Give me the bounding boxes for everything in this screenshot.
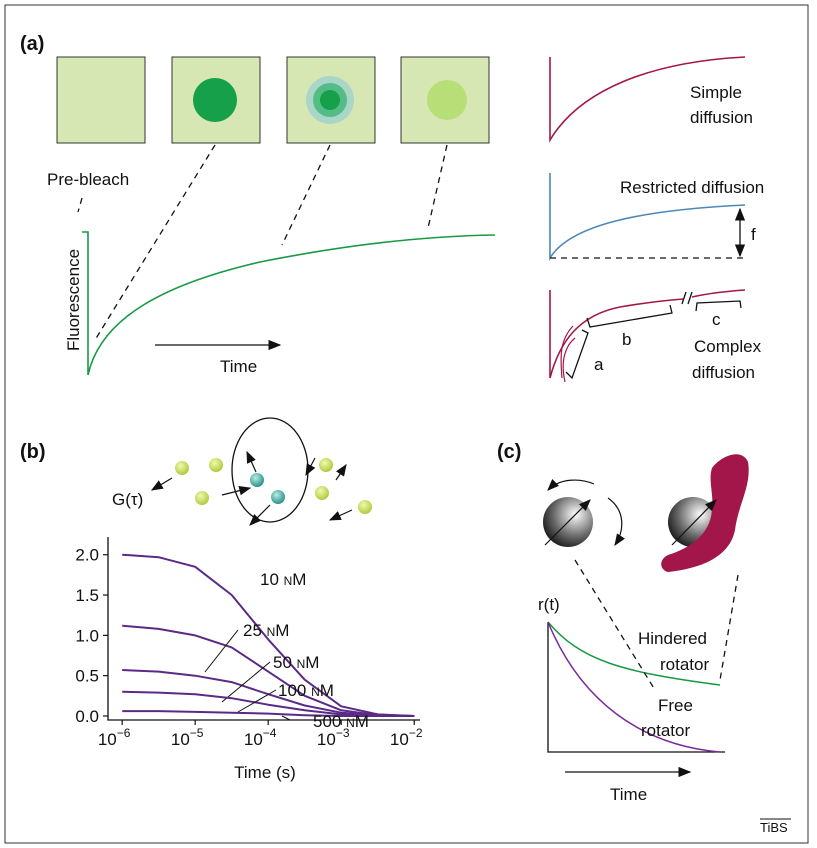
series-label: 50 nM — [273, 653, 319, 672]
figure: (a) Pre-bleach Fluorescence Time Simple … — [0, 0, 817, 848]
bleach-spot — [427, 80, 467, 120]
f-label: f — [751, 225, 756, 244]
series-label: 100 nM — [278, 681, 334, 700]
y-tick-label: 1.0 — [75, 626, 99, 645]
fcs-illustration — [152, 418, 372, 525]
y-tick-label: 0.0 — [75, 707, 99, 726]
x-axis-label: Time — [220, 357, 257, 376]
panel-label: (c) — [497, 441, 521, 463]
x-axis-label: Time (s) — [234, 763, 296, 782]
y-tick-label: 2.0 — [75, 546, 99, 565]
bleach-spot — [320, 90, 340, 110]
rotator-illustration — [543, 454, 749, 572]
phase-label: a — [594, 355, 604, 374]
tick-exponent: −2 — [409, 726, 423, 740]
free-label: Free — [658, 696, 693, 715]
panel-label: (a) — [20, 33, 44, 55]
x-tick-label: 10−5 — [171, 726, 204, 749]
tick-exponent: −4 — [263, 726, 277, 740]
label-leader — [205, 630, 238, 672]
y-tick-label: 0.5 — [75, 667, 99, 686]
tick-base: 10 — [98, 730, 117, 749]
simple-label: Simple — [690, 83, 742, 102]
simple-label: diffusion — [690, 108, 753, 127]
series-label: 10 nM — [260, 570, 306, 589]
phase-label: b — [622, 330, 631, 349]
tick-base: 10 — [317, 730, 336, 749]
x-tick-label: 10−4 — [244, 726, 277, 749]
hindered-label: Hindered — [638, 629, 707, 648]
recovery-curve — [82, 232, 495, 375]
series-label: 500 nM — [313, 712, 369, 731]
leader-lines — [575, 560, 738, 690]
y-axis-label: r(t) — [538, 595, 560, 614]
tick-exponent: −5 — [190, 726, 204, 740]
y-axis-label: G(τ) — [112, 490, 143, 509]
complex-label: Complex — [694, 337, 762, 356]
tick-base: 10 — [390, 730, 409, 749]
restricted-label: Restricted diffusion — [620, 178, 764, 197]
prebleach-label: Pre-bleach — [47, 170, 129, 189]
tick-base: 10 — [171, 730, 190, 749]
panel-label: (b) — [20, 441, 46, 463]
series-label: 25 nM — [243, 621, 289, 640]
footer: TiBS — [760, 820, 788, 835]
x-tick-label: 10−6 — [98, 726, 131, 749]
y-tick-label: 1.5 — [75, 586, 99, 605]
y-axis-label: Fluorescence — [64, 249, 83, 351]
complex-label: diffusion — [692, 363, 755, 382]
tick-base: 10 — [244, 730, 263, 749]
tick-exponent: −6 — [117, 726, 131, 740]
free-label: rotator — [641, 721, 690, 740]
bleach-spot — [193, 78, 237, 122]
phase-label: c — [712, 310, 721, 329]
frap-images — [57, 57, 489, 143]
x-axis-label: Time — [610, 785, 647, 804]
hindered-label: rotator — [660, 655, 709, 674]
x-tick-label: 10−2 — [390, 726, 423, 749]
